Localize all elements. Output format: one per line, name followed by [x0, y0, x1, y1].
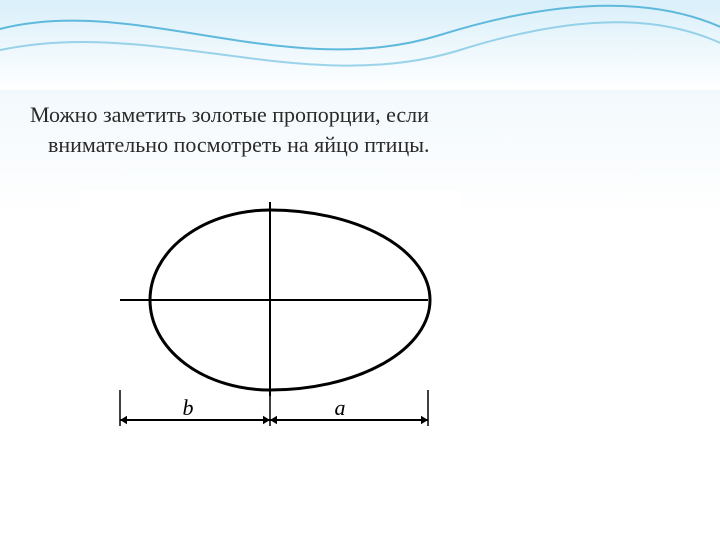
paragraph: Можно заметить золотые пропорции, если в…	[30, 100, 690, 159]
egg-diagram-svg: ba	[80, 190, 460, 450]
body-text-block: Можно заметить золотые пропорции, если в…	[30, 100, 690, 159]
egg-diagram: ba	[80, 190, 460, 470]
label-b: b	[183, 395, 194, 420]
text-line-2: внимательно посмотреть на яйцо птицы.	[30, 130, 690, 160]
text-line-1: Можно заметить золотые пропорции, если	[30, 102, 429, 127]
slide: Можно заметить золотые пропорции, если в…	[0, 0, 720, 540]
decorative-wave	[0, 0, 720, 90]
label-a: a	[335, 395, 346, 420]
